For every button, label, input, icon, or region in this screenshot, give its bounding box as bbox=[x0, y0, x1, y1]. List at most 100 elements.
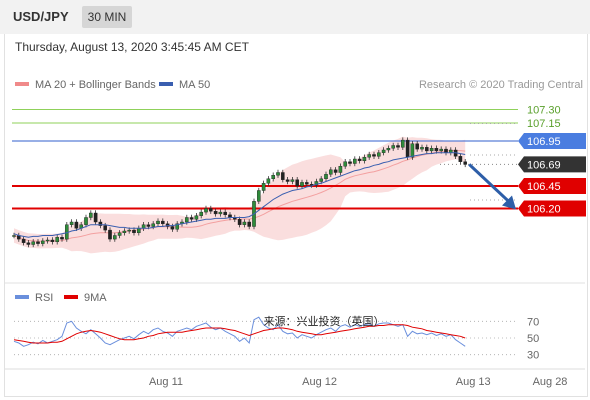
candle-body bbox=[285, 179, 290, 182]
candle-body bbox=[204, 208, 208, 213]
candle-body bbox=[329, 169, 333, 175]
candle-body bbox=[108, 229, 112, 240]
candle-body bbox=[257, 190, 261, 202]
candle-body bbox=[242, 221, 247, 225]
candle-body bbox=[309, 183, 314, 186]
candle-body bbox=[218, 211, 223, 215]
candle-body bbox=[31, 241, 36, 245]
legend-label: RSI bbox=[35, 292, 53, 304]
candle-body bbox=[60, 237, 64, 240]
candle-body bbox=[175, 223, 180, 230]
candle-body bbox=[405, 139, 410, 158]
candle-body bbox=[127, 229, 131, 232]
candle-body bbox=[396, 145, 400, 148]
candle-body bbox=[420, 147, 424, 150]
candle-body bbox=[410, 143, 415, 158]
candle-body bbox=[103, 225, 107, 231]
x-tick-label: Aug 28 bbox=[533, 376, 568, 388]
candle-body bbox=[343, 161, 348, 167]
candle-body bbox=[146, 224, 151, 227]
candle-body bbox=[281, 172, 285, 180]
candle-body bbox=[261, 183, 266, 191]
candle-body bbox=[425, 147, 429, 152]
rsi-tick-label: 30 bbox=[527, 350, 539, 362]
candle-body bbox=[381, 149, 386, 153]
x-tick-label: Aug 12 bbox=[302, 376, 337, 388]
level-label: 107.15 bbox=[527, 118, 561, 130]
candle-body bbox=[247, 221, 252, 227]
candle-body bbox=[12, 235, 16, 237]
candle-body bbox=[266, 178, 271, 184]
candle-body bbox=[391, 145, 396, 149]
candle-body bbox=[93, 212, 98, 223]
candle-body bbox=[151, 223, 156, 227]
header-bar: USD/JPY 30 MIN bbox=[0, 0, 590, 34]
x-tick-label: Aug 13 bbox=[456, 376, 491, 388]
watermark-text: 来源：兴业投资（英国） bbox=[264, 314, 385, 328]
candle-body bbox=[223, 211, 228, 216]
level-label: 107.30 bbox=[527, 105, 561, 117]
legend-swatch bbox=[64, 295, 78, 299]
bollinger-band bbox=[14, 136, 466, 254]
candle-body bbox=[362, 156, 367, 161]
candle-body bbox=[348, 161, 352, 164]
legend-swatch bbox=[15, 295, 29, 299]
legend-swatch bbox=[159, 82, 173, 86]
candle-body bbox=[194, 215, 199, 220]
datetime-label: Thursday, August 13, 2020 3:45:45 AM CET bbox=[15, 40, 249, 54]
candle-body bbox=[88, 212, 93, 218]
forecast-arrowhead bbox=[502, 195, 516, 210]
level-label: 106.69 bbox=[527, 159, 561, 171]
forecast-arrow bbox=[468, 163, 514, 206]
candle-body bbox=[401, 139, 405, 148]
candle-body bbox=[136, 228, 141, 234]
candle-body bbox=[319, 178, 324, 182]
candle-body bbox=[50, 239, 55, 242]
level-tag bbox=[518, 200, 586, 217]
level-tag bbox=[518, 178, 586, 194]
candle-body bbox=[170, 226, 175, 230]
rsi-tick-label: 50 bbox=[527, 333, 539, 345]
candle-body bbox=[353, 158, 357, 164]
candle-body bbox=[415, 143, 420, 150]
candle-body bbox=[184, 217, 189, 223]
candle-body bbox=[21, 238, 26, 243]
candle-body bbox=[160, 220, 165, 225]
candle-body bbox=[324, 174, 328, 180]
level-tag bbox=[518, 156, 586, 173]
candle-body bbox=[41, 240, 45, 244]
symbol-label: USD/JPY bbox=[13, 9, 69, 24]
candle-body bbox=[45, 239, 50, 242]
level-tag bbox=[518, 133, 586, 149]
rsi-tick-label: 70 bbox=[527, 316, 539, 328]
legend-label: 9MA bbox=[84, 292, 107, 304]
candle-body bbox=[300, 182, 304, 187]
candle-body bbox=[112, 235, 117, 240]
candle-body bbox=[26, 242, 31, 245]
candle-body bbox=[156, 220, 160, 225]
candle-body bbox=[199, 211, 204, 216]
candle-body bbox=[434, 147, 439, 152]
x-tick-label: Aug 11 bbox=[149, 376, 183, 388]
candle-body bbox=[295, 179, 300, 187]
candle-body bbox=[55, 237, 59, 243]
candle-body bbox=[122, 230, 127, 233]
candle-body bbox=[141, 224, 146, 229]
candle-body bbox=[463, 161, 468, 165]
candle-body bbox=[333, 169, 338, 173]
rsi-ma-line bbox=[13, 324, 466, 344]
candle-body bbox=[189, 217, 194, 220]
timeframe-button[interactable]: 30 MIN bbox=[82, 6, 132, 28]
candle-body bbox=[69, 221, 74, 225]
candle-body bbox=[367, 154, 372, 158]
candle-body bbox=[36, 241, 40, 244]
candle-body bbox=[439, 148, 444, 152]
candle-body bbox=[84, 217, 88, 225]
legend-label: MA 20 + Bollinger Bands bbox=[35, 79, 156, 91]
candle-body bbox=[237, 219, 242, 225]
candle-body bbox=[357, 158, 362, 161]
candle-body bbox=[377, 152, 381, 157]
credit-label: Research © 2020 Trading Central bbox=[419, 79, 583, 91]
candle-body bbox=[386, 147, 391, 151]
candle-body bbox=[458, 156, 463, 162]
